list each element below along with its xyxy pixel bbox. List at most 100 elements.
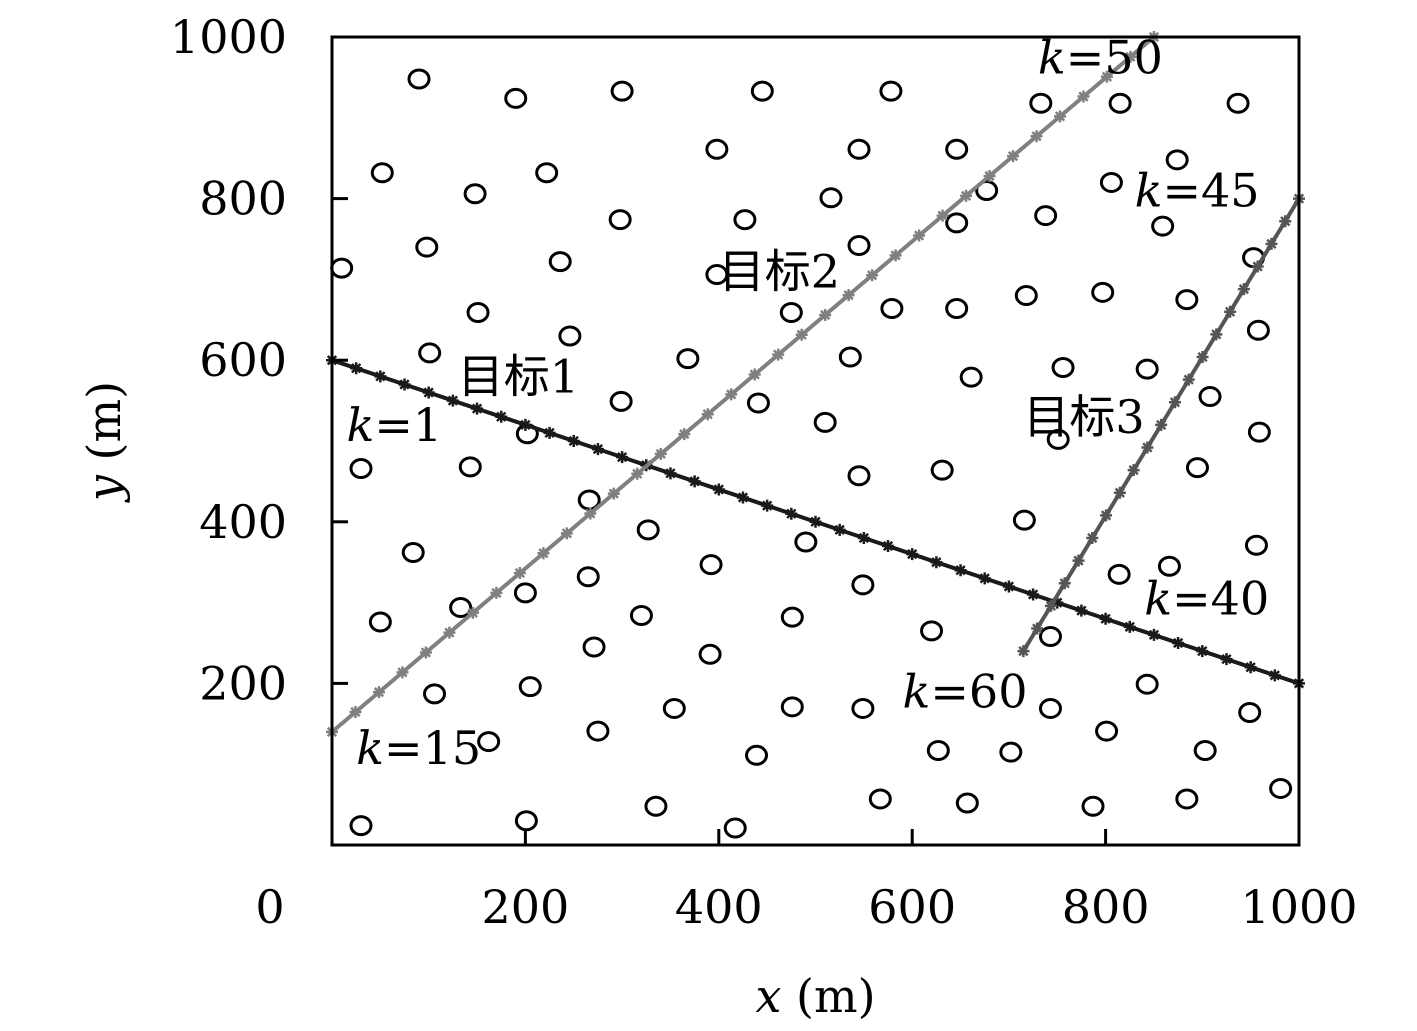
track-marker bbox=[954, 564, 967, 577]
annotation: k=15 bbox=[356, 721, 481, 775]
track-marker bbox=[819, 308, 832, 321]
sensor-point bbox=[1081, 795, 1105, 817]
sensor-point bbox=[558, 325, 582, 347]
plot-frame bbox=[330, 35, 1301, 847]
sensor-point bbox=[458, 456, 482, 478]
sensor-point bbox=[794, 531, 818, 553]
sensor-point bbox=[851, 574, 875, 596]
annotation: k=40 bbox=[1144, 572, 1269, 626]
sensor-point bbox=[945, 297, 969, 319]
y-axis-label: y (m) bbox=[77, 381, 131, 503]
y-tick-label: 400 bbox=[199, 495, 287, 549]
sensor-point bbox=[920, 620, 944, 642]
x-axis-label: x (m) bbox=[755, 969, 875, 1023]
x-tick-label: 400 bbox=[675, 880, 763, 934]
annotation: k=1 bbox=[347, 398, 443, 452]
track-marker bbox=[1017, 645, 1030, 658]
annotation: k=60 bbox=[903, 665, 1028, 719]
sensor-point bbox=[851, 697, 875, 719]
y-tick-label: 200 bbox=[199, 656, 287, 710]
track-marker bbox=[1210, 328, 1223, 341]
track-marker bbox=[1100, 509, 1113, 522]
x-tick-label: 200 bbox=[481, 880, 569, 934]
sensor-point bbox=[999, 741, 1023, 763]
track-marker bbox=[978, 572, 991, 585]
sensor-point bbox=[449, 596, 473, 618]
sensor-point bbox=[847, 465, 871, 487]
track-marker bbox=[374, 370, 387, 383]
track-marker bbox=[960, 189, 973, 202]
track-marker bbox=[736, 491, 749, 504]
sensor-point bbox=[868, 788, 892, 810]
track-marker bbox=[591, 443, 604, 456]
track-marker bbox=[1265, 237, 1278, 250]
track-marker bbox=[842, 289, 855, 302]
sensor-point bbox=[813, 411, 837, 433]
axis-ticks: 200 400 600 800 1000 200 400 600 800 1000 0 bbox=[170, 10, 1358, 934]
sensor-point bbox=[418, 342, 442, 364]
track-marker bbox=[936, 209, 949, 222]
track-marker bbox=[866, 269, 879, 282]
track-marker bbox=[1123, 620, 1136, 633]
track-marker bbox=[664, 467, 677, 480]
sensor-point bbox=[1151, 215, 1175, 237]
track-marker bbox=[1031, 622, 1044, 635]
track-marker bbox=[350, 362, 363, 375]
sensor-point bbox=[423, 683, 447, 705]
sensor-point bbox=[586, 720, 610, 742]
track-marker bbox=[1075, 604, 1088, 617]
track-marker bbox=[1072, 554, 1085, 567]
track-marker bbox=[1051, 596, 1064, 609]
track-marker bbox=[422, 386, 435, 399]
sensor-point bbox=[975, 180, 999, 202]
sensor-point bbox=[880, 297, 904, 319]
sensor-point bbox=[1246, 319, 1270, 341]
x-tick-label: 600 bbox=[868, 880, 956, 934]
sensor-point bbox=[582, 636, 606, 658]
track-marker bbox=[1279, 215, 1292, 228]
sensor-point bbox=[1012, 509, 1036, 531]
track-marker bbox=[1251, 260, 1264, 273]
sensor-point bbox=[401, 542, 425, 564]
track-目标1 bbox=[326, 354, 1305, 690]
track-marker bbox=[1182, 373, 1195, 386]
track-marker bbox=[519, 418, 532, 431]
track-marker bbox=[1086, 531, 1099, 544]
track-marker bbox=[560, 527, 573, 540]
y-tick-label: 800 bbox=[199, 172, 287, 226]
origin-label: 0 bbox=[255, 880, 284, 934]
sensor-point bbox=[1095, 720, 1119, 742]
track-marker bbox=[513, 567, 526, 580]
sensor-point bbox=[1226, 92, 1250, 114]
track-marker bbox=[1244, 661, 1257, 674]
sensor-point bbox=[1034, 205, 1058, 227]
sensor-point bbox=[1029, 92, 1053, 114]
sensor-point bbox=[676, 348, 700, 370]
annotation: k=45 bbox=[1135, 164, 1260, 218]
sensor-point bbox=[1185, 457, 1209, 479]
sensor-point bbox=[477, 731, 501, 753]
sensor-point bbox=[1091, 281, 1115, 303]
sensor-point bbox=[779, 302, 803, 324]
track-marker bbox=[930, 556, 943, 569]
sensor-point bbox=[945, 212, 969, 234]
annotation: 目标1 bbox=[458, 350, 579, 404]
track-marker bbox=[396, 666, 409, 679]
sensor-point bbox=[504, 87, 528, 109]
sensor-point bbox=[1108, 92, 1132, 114]
track-marker bbox=[1027, 588, 1040, 601]
track-marker bbox=[795, 328, 808, 341]
y-tick-label: 1000 bbox=[170, 10, 287, 64]
sensor-point bbox=[1269, 777, 1293, 799]
sensor-point bbox=[879, 80, 903, 102]
track-marker bbox=[1237, 283, 1250, 296]
track-marker bbox=[1058, 577, 1071, 590]
sensor-point bbox=[514, 810, 538, 832]
track-marker bbox=[471, 402, 484, 415]
track-marker bbox=[631, 467, 644, 480]
sensor-point bbox=[629, 605, 653, 627]
track-marker bbox=[1127, 464, 1140, 477]
track-marker bbox=[1147, 628, 1160, 641]
track-marker bbox=[446, 394, 459, 407]
